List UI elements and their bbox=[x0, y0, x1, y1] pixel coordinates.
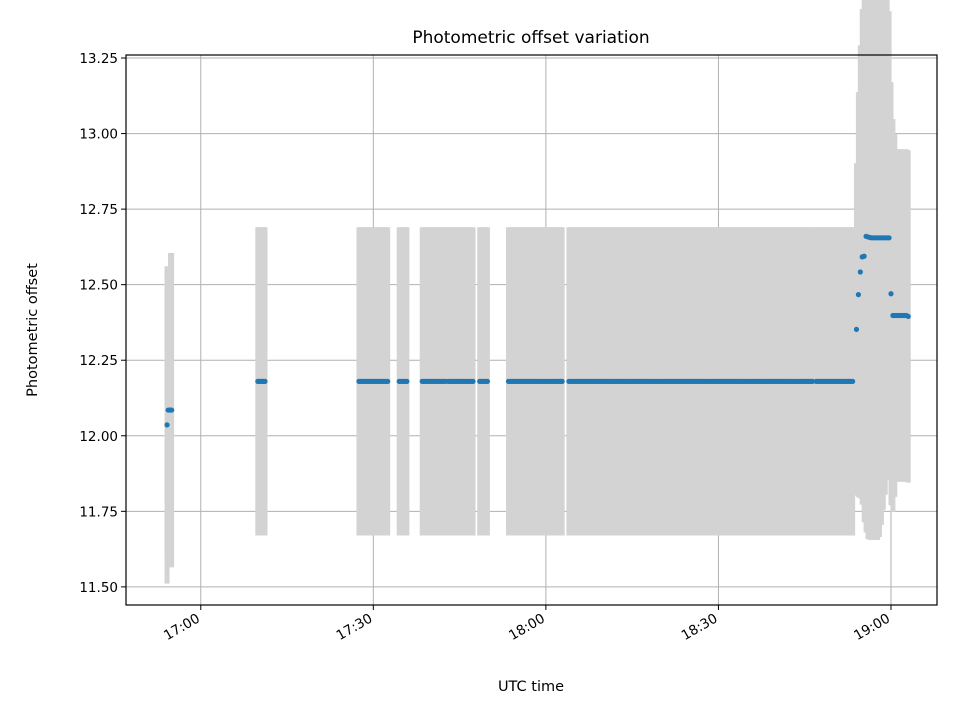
y-tick-label: 11.50 bbox=[79, 580, 118, 596]
y-tick-label: 12.75 bbox=[79, 202, 118, 218]
data-points bbox=[164, 233, 911, 428]
data-point bbox=[903, 312, 909, 319]
chart-title: Photometric offset variation bbox=[412, 28, 649, 48]
y-tick-label: 12.50 bbox=[79, 278, 118, 294]
data-point bbox=[404, 378, 410, 384]
data-point bbox=[809, 378, 815, 384]
data-point bbox=[888, 291, 894, 297]
y-axis-label: Photometric offset bbox=[25, 263, 41, 397]
x-axis-label: UTC time bbox=[498, 679, 564, 695]
y-axis-ticks: 11.50 11.75 12.00 12.25 12.50 12.75 13.00 13.25 bbox=[79, 51, 126, 596]
y-tick-label: 13.25 bbox=[79, 51, 118, 67]
y-tick-label: 12.00 bbox=[79, 429, 118, 445]
data-point bbox=[857, 269, 863, 275]
y-tick-label: 13.00 bbox=[79, 127, 118, 143]
data-point bbox=[853, 326, 860, 332]
data-point bbox=[861, 253, 867, 259]
plot-frame bbox=[125, 54, 938, 606]
data-point bbox=[850, 378, 856, 384]
data-point bbox=[559, 378, 565, 384]
y-tick-label: 12.25 bbox=[79, 353, 118, 369]
data-point bbox=[484, 378, 491, 384]
data-point bbox=[169, 407, 175, 413]
data-point bbox=[470, 378, 476, 384]
data-point bbox=[164, 422, 170, 428]
data-point bbox=[262, 378, 268, 384]
data-point bbox=[855, 292, 861, 298]
data-point bbox=[886, 235, 892, 241]
y-tick-label: 11.75 bbox=[79, 504, 118, 520]
data-point bbox=[385, 378, 391, 384]
